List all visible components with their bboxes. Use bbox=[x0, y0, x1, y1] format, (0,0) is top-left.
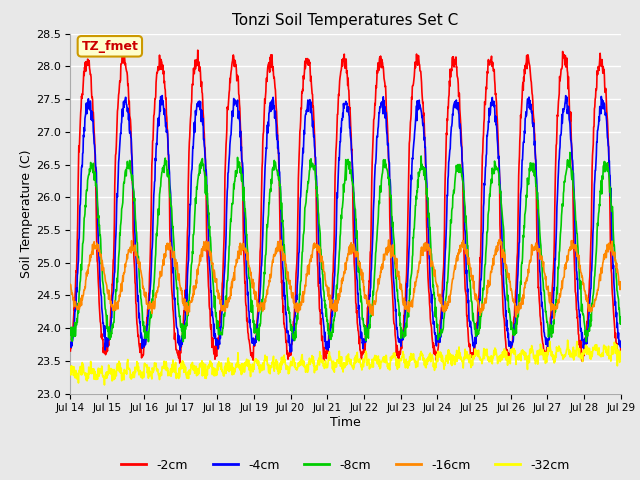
-2cm bbox=[504, 349, 511, 355]
-16cm bbox=[175, 279, 183, 285]
-2cm bbox=[176, 360, 184, 366]
-4cm bbox=[617, 343, 625, 349]
-32cm bbox=[504, 359, 511, 364]
Text: TZ_fmet: TZ_fmet bbox=[81, 40, 138, 53]
-8cm bbox=[617, 314, 625, 320]
-16cm bbox=[250, 288, 258, 293]
-32cm bbox=[564, 337, 572, 343]
-16cm bbox=[550, 316, 557, 322]
-4cm bbox=[67, 342, 74, 348]
-4cm bbox=[176, 338, 184, 344]
Line: -32cm: -32cm bbox=[70, 340, 621, 385]
-16cm bbox=[497, 237, 504, 242]
-2cm bbox=[432, 349, 440, 355]
-16cm bbox=[504, 270, 511, 276]
Line: -4cm: -4cm bbox=[70, 96, 621, 352]
-8cm bbox=[250, 330, 258, 336]
-8cm bbox=[431, 296, 439, 301]
-8cm bbox=[582, 339, 590, 345]
-2cm bbox=[194, 48, 202, 53]
-4cm bbox=[552, 234, 560, 240]
Legend: -2cm, -4cm, -8cm, -16cm, -32cm: -2cm, -4cm, -8cm, -16cm, -32cm bbox=[116, 454, 575, 477]
-32cm bbox=[100, 382, 108, 388]
-8cm bbox=[566, 150, 574, 156]
-8cm bbox=[503, 282, 511, 288]
-2cm bbox=[617, 342, 625, 348]
Line: -8cm: -8cm bbox=[70, 153, 621, 342]
-8cm bbox=[552, 309, 559, 315]
-4cm bbox=[251, 338, 259, 344]
-8cm bbox=[175, 314, 183, 320]
-2cm bbox=[252, 336, 259, 341]
-16cm bbox=[67, 282, 74, 288]
Line: -2cm: -2cm bbox=[70, 50, 621, 363]
Title: Tonzi Soil Temperatures Set C: Tonzi Soil Temperatures Set C bbox=[232, 13, 459, 28]
-4cm bbox=[432, 338, 440, 344]
-2cm bbox=[67, 348, 74, 354]
-2cm bbox=[189, 75, 197, 81]
-2cm bbox=[552, 143, 560, 148]
-8cm bbox=[67, 328, 74, 334]
-32cm bbox=[431, 361, 439, 367]
-16cm bbox=[189, 291, 196, 297]
-4cm bbox=[158, 93, 166, 98]
-32cm bbox=[251, 357, 259, 362]
-32cm bbox=[176, 372, 184, 377]
-32cm bbox=[617, 349, 625, 355]
-32cm bbox=[189, 367, 197, 372]
X-axis label: Time: Time bbox=[330, 416, 361, 429]
-32cm bbox=[67, 364, 74, 370]
-4cm bbox=[287, 349, 294, 355]
-16cm bbox=[431, 267, 439, 273]
-32cm bbox=[552, 350, 559, 356]
-8cm bbox=[189, 251, 196, 256]
Line: -16cm: -16cm bbox=[70, 240, 621, 319]
-2cm bbox=[175, 355, 183, 361]
-4cm bbox=[504, 325, 511, 331]
-4cm bbox=[189, 145, 197, 151]
Y-axis label: Soil Temperature (C): Soil Temperature (C) bbox=[20, 149, 33, 278]
-16cm bbox=[552, 304, 560, 310]
-16cm bbox=[617, 284, 625, 290]
